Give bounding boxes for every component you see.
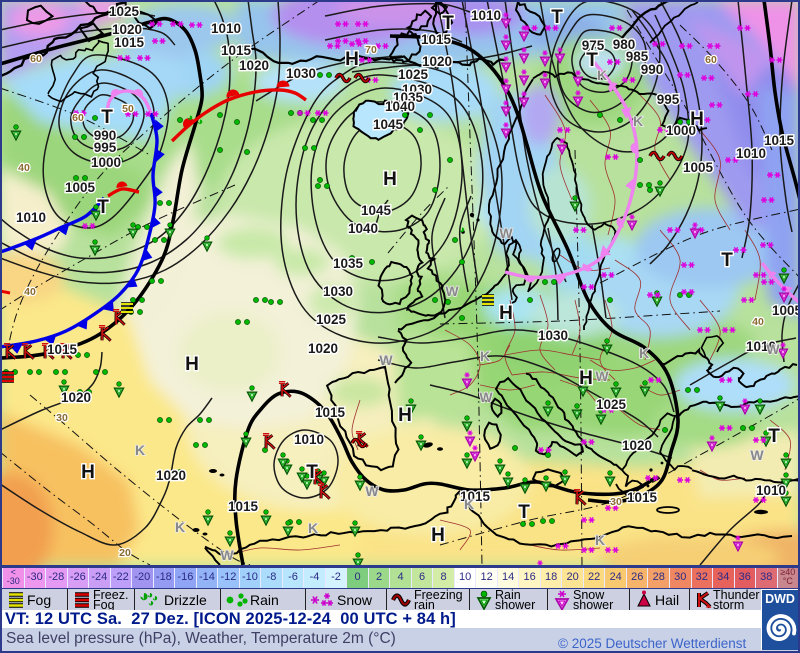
svg-text:1020: 1020 [61,390,91,405]
svg-text:990: 990 [641,62,664,77]
svg-text:1035: 1035 [333,256,364,271]
svg-text:H: H [345,49,359,70]
svg-text:50: 50 [122,103,134,115]
svg-text:995: 995 [657,92,680,107]
svg-text:60: 60 [72,112,84,124]
svg-text:W: W [766,341,780,357]
svg-text:W: W [499,225,513,241]
svg-text:W: W [220,547,234,563]
svg-text:1020: 1020 [239,58,269,73]
svg-text:1015: 1015 [221,43,252,58]
svg-text:40: 40 [18,162,30,174]
svg-text:1020: 1020 [112,22,142,37]
svg-text:70: 70 [365,44,377,56]
svg-text:1015: 1015 [47,342,78,357]
svg-text:1005: 1005 [772,303,798,318]
svg-text:1030: 1030 [402,82,432,97]
svg-text:1025: 1025 [109,4,140,19]
svg-text:60: 60 [30,53,42,65]
svg-text:W: W [379,352,393,368]
svg-text:60: 60 [705,54,717,66]
svg-text:1030: 1030 [286,66,316,81]
svg-text:K: K [464,496,474,512]
svg-text:W: W [750,447,764,463]
svg-text:H: H [690,109,704,130]
svg-text:1000: 1000 [91,155,121,170]
svg-text:K: K [639,345,649,361]
svg-text:1015: 1015 [764,133,795,148]
svg-text:1015: 1015 [421,32,452,47]
svg-text:30: 30 [56,412,68,424]
svg-text:1030: 1030 [323,284,353,299]
svg-text:H: H [185,354,199,375]
svg-text:1015: 1015 [228,499,259,514]
svg-text:1020: 1020 [156,468,186,483]
svg-text:K: K [175,519,185,535]
svg-text:W: W [365,483,379,499]
svg-text:K: K [480,348,490,364]
svg-text:1015: 1015 [114,35,145,50]
svg-text:1040: 1040 [385,99,415,114]
svg-text:1010: 1010 [746,339,776,354]
svg-text:1010: 1010 [294,432,324,447]
svg-text:20: 20 [119,547,131,559]
svg-text:H: H [579,368,593,389]
svg-text:T: T [551,7,563,28]
svg-text:1045: 1045 [373,117,404,132]
svg-text:40: 40 [752,316,764,328]
svg-text:990: 990 [94,128,117,143]
svg-text:W: W [479,389,493,405]
svg-text:H: H [499,303,513,324]
svg-text:1025: 1025 [596,397,627,412]
svg-text:1020: 1020 [308,341,338,356]
svg-text:1010: 1010 [471,8,501,23]
svg-text:975: 975 [582,38,605,53]
svg-text:985: 985 [626,49,649,64]
svg-text:DWD: DWD [765,592,795,606]
svg-text:T: T [306,462,318,483]
svg-text:40: 40 [24,286,36,298]
svg-text:T: T [97,197,109,218]
svg-text:1005: 1005 [683,160,714,175]
svg-text:1010: 1010 [211,21,241,36]
svg-text:K: K [308,520,318,536]
svg-text:1000: 1000 [666,123,696,138]
svg-text:995: 995 [94,140,117,155]
svg-text:W: W [595,368,609,384]
svg-text:1020: 1020 [422,54,452,69]
svg-text:T: T [768,426,780,447]
svg-text:T: T [101,107,113,128]
svg-text:980: 980 [613,37,636,52]
svg-text:H: H [81,462,95,483]
svg-text:30: 30 [610,496,622,508]
svg-text:K: K [135,442,145,458]
svg-text:1015: 1015 [460,489,491,504]
svg-text:T: T [518,502,530,523]
svg-text:H: H [431,525,445,546]
svg-text:1015: 1015 [315,405,346,420]
svg-text:1025: 1025 [316,312,347,327]
svg-text:K: K [595,532,605,548]
svg-text:1015: 1015 [627,490,658,505]
svg-text:H: H [383,169,397,190]
svg-text:H: H [398,405,412,426]
svg-text:K: K [597,67,607,83]
svg-text:1020: 1020 [622,438,652,453]
svg-text:1010: 1010 [756,483,786,498]
svg-text:1035: 1035 [393,90,424,105]
svg-text:1010: 1010 [736,146,766,161]
svg-text:1005: 1005 [65,180,96,195]
svg-text:1045: 1045 [361,203,392,218]
svg-text:1030: 1030 [538,328,568,343]
svg-text:1010: 1010 [16,210,46,225]
svg-text:K: K [633,113,643,129]
svg-text:T: T [721,250,733,271]
svg-text:W: W [445,283,459,299]
svg-text:1025: 1025 [398,67,429,82]
svg-text:T: T [442,13,454,34]
svg-text:1040: 1040 [348,221,378,236]
svg-text:T: T [586,50,598,71]
